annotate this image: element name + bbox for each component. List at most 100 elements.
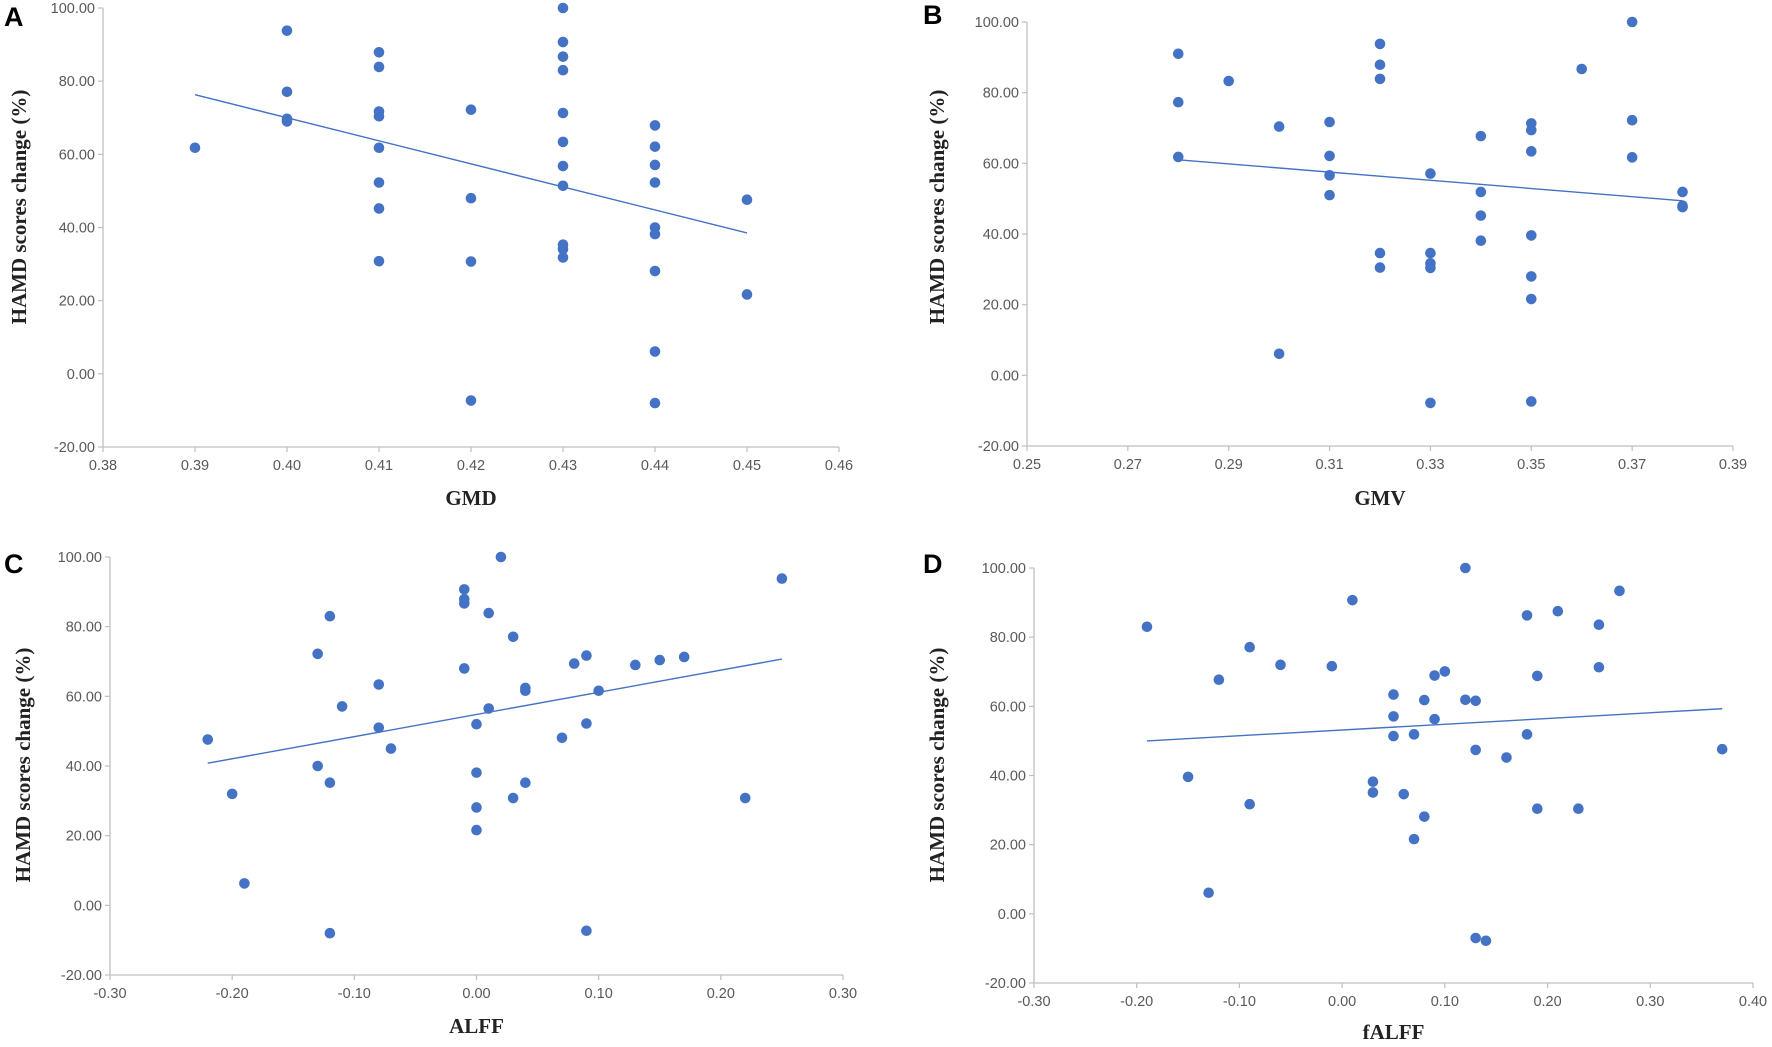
data-point (202, 734, 214, 745)
x-tick-label: 0.37 (1618, 457, 1646, 473)
y-tick-label: -20.00 (54, 440, 95, 456)
data-point (557, 107, 569, 119)
data-point (373, 177, 385, 188)
data-point (1475, 130, 1487, 142)
data-point (1172, 48, 1184, 60)
chart-panel-a: -20.00 0.00 20.00 40.00 60.00 80.00 100.00 0.38… (4, 1, 853, 510)
data-point (1244, 641, 1255, 653)
data-point (1388, 689, 1399, 700)
data-point (239, 878, 250, 889)
data-point (1525, 230, 1537, 241)
x-tick-label: -0.10 (338, 986, 371, 1002)
data-point (1419, 694, 1430, 706)
data-point (1324, 116, 1335, 128)
data-point (1419, 811, 1430, 822)
data-point (649, 141, 661, 152)
y-axis-title: HAMD scores change (%) (7, 90, 31, 325)
data-point (1525, 146, 1537, 157)
data-point (324, 610, 336, 622)
data-point (1388, 711, 1399, 722)
data-point (557, 36, 569, 48)
data-point (1273, 348, 1285, 360)
y-tick-label: 60.00 (59, 147, 95, 163)
data-point (1203, 887, 1214, 899)
x-tick-label: 0.44 (641, 458, 669, 474)
data-point (324, 777, 336, 789)
data-point (483, 703, 495, 714)
x-tick-label: 0.31 (1315, 457, 1343, 473)
data-point (1367, 787, 1379, 798)
data-point (465, 256, 477, 267)
data-point (1324, 189, 1335, 201)
data-point (649, 346, 661, 357)
x-tick-label: 0.39 (1719, 457, 1747, 473)
x-tick-label: 0.27 (1114, 457, 1142, 473)
y-tick-label: 20.00 (59, 294, 95, 310)
x-tick-label: 0.41 (365, 458, 393, 474)
data-point (1593, 661, 1605, 673)
data-point (458, 584, 470, 595)
data-point (739, 792, 751, 804)
data-point (1475, 235, 1487, 247)
data-point (226, 788, 238, 800)
data-point (1470, 695, 1481, 707)
data-point (373, 679, 385, 690)
data-point (1501, 752, 1512, 763)
y-tick-label: 0.00 (67, 367, 95, 383)
x-tick-label: 0.30 (1636, 994, 1664, 1010)
data-point (1425, 262, 1436, 274)
y-tick-label: 100.00 (58, 550, 102, 566)
data-point (654, 654, 666, 666)
x-tick-label: 0.25 (1013, 457, 1041, 473)
x-tick-label: 0.45 (733, 458, 761, 474)
data-point (1172, 151, 1184, 163)
panel-label: A (4, 2, 24, 32)
data-point (1429, 713, 1440, 725)
data-point (373, 142, 385, 154)
data-point (1425, 397, 1436, 409)
data-point (1525, 293, 1537, 305)
y-tick-label: 40.00 (66, 759, 102, 775)
x-tick-label: 0.35 (1517, 457, 1545, 473)
data-point (1273, 121, 1285, 132)
data-point (312, 760, 323, 772)
data-point (1576, 63, 1588, 75)
x-tick-label: 0.38 (89, 458, 117, 474)
data-point (1374, 247, 1386, 259)
data-point (649, 177, 661, 188)
x-tick-label: -0.20 (1120, 994, 1153, 1010)
data-point (1525, 396, 1537, 407)
data-point (1626, 114, 1638, 126)
y-tick-label: 20.00 (66, 829, 102, 845)
data-point (1374, 262, 1386, 273)
y-tick-label: 60.00 (983, 156, 1019, 172)
data-point (471, 718, 482, 730)
data-point (581, 718, 592, 729)
data-point (557, 136, 569, 148)
data-point (1470, 744, 1481, 756)
y-tick-label: 0.00 (991, 368, 1019, 384)
data-point (495, 551, 507, 563)
data-point (1408, 729, 1420, 740)
y-tick-label: 80.00 (59, 74, 95, 90)
trendline (1146, 708, 1723, 742)
y-tick-label: 20.00 (983, 298, 1019, 314)
data-point (1677, 201, 1688, 213)
data-point (649, 120, 661, 131)
data-point (1626, 152, 1638, 163)
data-point (1470, 932, 1481, 944)
data-point (281, 86, 293, 98)
data-point (649, 159, 661, 171)
data-point (373, 110, 385, 122)
panel-label: C (4, 549, 24, 579)
data-point (1398, 788, 1410, 800)
data-point (557, 64, 569, 76)
data-point (593, 685, 604, 697)
data-point (373, 722, 385, 733)
data-point (1475, 186, 1487, 198)
data-point (1223, 75, 1235, 87)
data-point (1429, 670, 1440, 681)
data-point (557, 252, 569, 263)
data-point (1347, 594, 1358, 606)
